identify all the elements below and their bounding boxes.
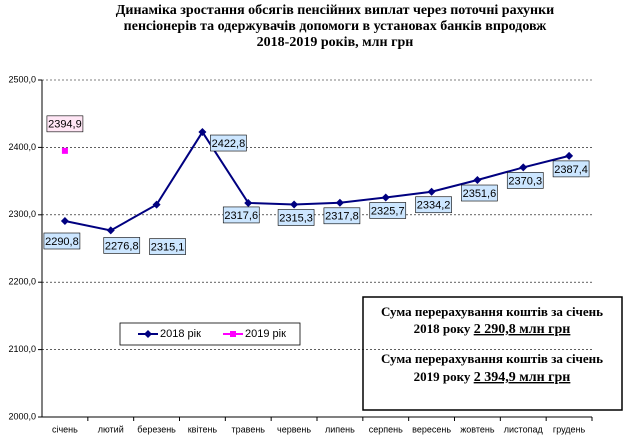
data-label-box	[210, 134, 247, 152]
x-tick-label: квітень	[188, 424, 218, 434]
annotation: Сума перерахування коштів за січень	[381, 304, 603, 319]
marker	[335, 198, 344, 207]
marker	[427, 187, 436, 196]
x-tick-label: липень	[325, 424, 355, 434]
y-tick-label: 2200,0	[8, 277, 36, 287]
data-label: 2370,3	[508, 175, 542, 187]
data-label: 2315,3	[279, 212, 313, 224]
x-tick-label: серпень	[369, 424, 403, 434]
x-tick-label: березень	[137, 424, 176, 434]
annotation: 2018 року	[414, 321, 471, 336]
data-label: 2325,7	[371, 205, 405, 217]
data-label-box	[43, 232, 81, 250]
data-label-box	[323, 207, 361, 225]
data-label-box	[46, 115, 84, 133]
y-tick-label: 2000,0	[8, 411, 36, 421]
annotation-amount: 2 394,9 млн грн	[474, 370, 571, 385]
legend-marker	[230, 331, 236, 337]
marker	[198, 128, 207, 137]
legend-label: 2018 рік	[160, 328, 201, 340]
series-line	[64, 130, 570, 232]
annotation: 2019 року	[414, 369, 471, 384]
marker	[290, 200, 299, 209]
chart-title: 2018-2019 років, млн грн	[257, 35, 414, 50]
data-label-box	[369, 202, 407, 219]
data-label: 2334,2	[417, 200, 451, 212]
data-label: 2317,8	[325, 211, 359, 223]
marker	[60, 217, 69, 226]
y-tick-label: 2400,0	[8, 142, 36, 152]
marker	[106, 226, 115, 235]
x-tick-label: лютий	[98, 424, 124, 434]
marker	[381, 193, 390, 202]
x-tick-label: січень	[52, 424, 78, 434]
data-label-box	[415, 196, 452, 214]
data-label-box	[222, 206, 260, 224]
x-tick-label: листопад	[504, 424, 544, 434]
data-label-box	[506, 172, 544, 189]
data-label: 2422,8	[212, 138, 246, 150]
marker	[565, 151, 574, 160]
chart-title: пенсіонерів та одержувачів допомоги в ус…	[124, 19, 548, 34]
legend-label: 2019 рік	[245, 328, 286, 340]
data-label: 2317,6	[224, 210, 258, 222]
chart-title: Динаміка зростання обсягів пенсійних вип…	[116, 3, 554, 18]
data-label: 2315,1	[151, 242, 185, 254]
x-tick-label: травень	[232, 424, 266, 434]
annotation-amount: 2 290,8 млн грн	[474, 322, 571, 337]
data-label-box	[277, 209, 315, 226]
data-label: 2351,6	[463, 188, 497, 200]
marker	[473, 176, 482, 185]
annotation: 2018 року 2 290,8 млн грн	[414, 321, 571, 337]
y-tick-label: 2500,0	[8, 74, 36, 84]
data-label-box	[461, 184, 498, 202]
marker	[152, 200, 161, 209]
x-tick-label: червень	[277, 424, 311, 434]
data-label-box	[149, 238, 186, 255]
data-label-box	[552, 160, 590, 178]
marker	[519, 163, 528, 172]
legend-box	[119, 322, 301, 346]
data-label: 2394,9	[48, 119, 82, 131]
data-label-box	[103, 237, 141, 254]
annotation: 2019 року 2 394,9 млн грн	[414, 369, 571, 385]
marker	[61, 147, 68, 154]
data-label: 2290,8	[45, 236, 79, 248]
x-tick-label: вересень	[412, 424, 451, 434]
y-tick-label: 2100,0	[8, 344, 36, 354]
annotation-box	[362, 296, 623, 411]
y-tick-label: 2300,0	[8, 209, 36, 219]
data-label: 2276,8	[105, 240, 139, 252]
marker	[244, 198, 253, 207]
annotation: Сума перерахування коштів за січень	[381, 351, 603, 366]
x-tick-label: жовтень	[460, 424, 495, 434]
data-label: 2387,4	[554, 164, 588, 176]
legend-marker	[144, 330, 152, 338]
x-tick-label: грудень	[553, 424, 586, 434]
